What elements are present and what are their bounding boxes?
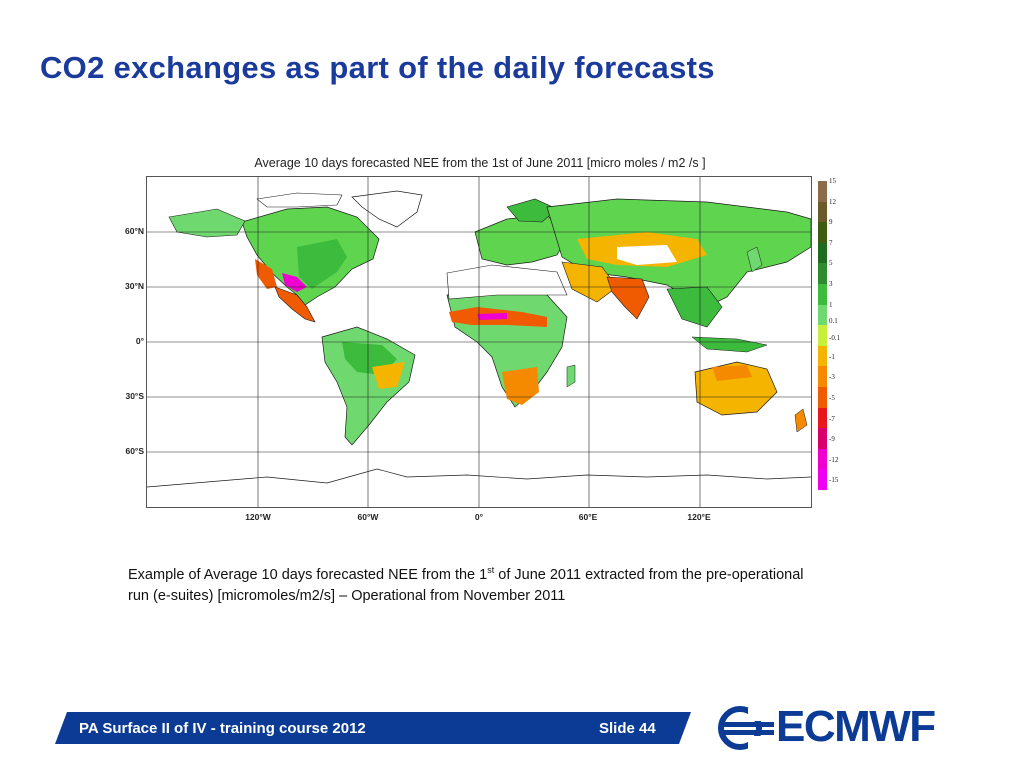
middle-east xyxy=(561,261,618,303)
mongolia-desert xyxy=(617,245,677,265)
colorbar-swatch xyxy=(818,242,827,264)
map-svg xyxy=(147,177,811,507)
africa-south xyxy=(502,367,539,405)
lon-label-120w: 120°W xyxy=(245,512,271,522)
caption-part1: Example of Average 10 days forecasted NE… xyxy=(128,566,488,583)
colorbar-label: -5 xyxy=(829,394,835,402)
colorbar-label: 1 xyxy=(829,300,833,309)
japan xyxy=(746,246,763,273)
ecmwf-logo-mark xyxy=(718,706,774,750)
colorbar-label: -9 xyxy=(829,435,835,444)
logo-text: ECMWF xyxy=(776,702,936,751)
colorbar-label: -0.1 xyxy=(829,333,841,342)
colorbar-label: -7 xyxy=(829,414,835,423)
footer-course: PA Surface II of IV - training course 20… xyxy=(79,720,366,737)
colorbar-label: 0.1 xyxy=(829,317,838,326)
sahara xyxy=(446,264,568,300)
colorbar-swatch xyxy=(818,469,827,490)
north-america-west xyxy=(255,259,277,289)
footer-slide-number: Slide 44 xyxy=(599,720,656,737)
arctic-islands xyxy=(256,192,343,208)
lat-label-30n: 30°N xyxy=(125,281,144,291)
sahel-peak xyxy=(477,313,507,320)
madagascar xyxy=(566,364,576,388)
colorbar-label: 9 xyxy=(829,218,833,227)
caption: Example of Average 10 days forecasted NE… xyxy=(128,560,828,607)
colorbar-swatch xyxy=(818,283,827,305)
lon-label-0: 0° xyxy=(474,512,484,522)
colorbar-swatch xyxy=(818,448,827,470)
colorbar-swatch xyxy=(818,304,827,326)
caption-sup: st xyxy=(487,565,495,575)
indonesia xyxy=(691,336,768,353)
greenland xyxy=(351,190,423,228)
caption-part2: of June 2011 extracted from the pre-oper… xyxy=(128,566,804,604)
footer-bar: PA Surface II of IV - training course 20… xyxy=(55,712,691,744)
colorbar-label: -3 xyxy=(829,373,835,382)
new-zealand xyxy=(794,408,808,433)
colorbar-swatch xyxy=(818,222,827,243)
lat-label-30s: 30°S xyxy=(125,391,144,401)
colorbar-swatch xyxy=(818,386,827,408)
southeast-asia xyxy=(666,286,723,328)
lat-label-60n: 60°N xyxy=(125,226,144,236)
colorbar-label: -1 xyxy=(829,352,835,361)
india xyxy=(606,276,650,320)
lon-label-60e: 60°E xyxy=(578,512,598,522)
colorbar-swatch xyxy=(818,181,827,202)
slide-title: CO2 exchanges as part of the daily forec… xyxy=(40,50,715,85)
australia-north xyxy=(712,365,752,381)
lat-label-60s: 60°S xyxy=(125,446,144,456)
colorbar-swatch xyxy=(818,366,827,387)
ecmwf-logo: ECMWF xyxy=(718,702,958,751)
colorbar-label: -12 xyxy=(829,455,839,464)
colorbar-swatch xyxy=(818,263,827,284)
colorbar-swatch xyxy=(818,407,827,429)
colorbar xyxy=(818,181,827,490)
north-america-south xyxy=(274,286,316,323)
map-title: Average 10 days forecasted NEE from the … xyxy=(254,156,706,170)
lat-label-0: 0° xyxy=(135,336,144,346)
colorbar-label: 3 xyxy=(829,280,833,288)
colorbar-label: 15 xyxy=(829,177,836,185)
colorbar-swatch xyxy=(818,201,827,223)
colorbar-swatch xyxy=(818,325,827,346)
alaska xyxy=(168,208,246,238)
south-america-dry xyxy=(372,362,405,389)
lon-label-60w: 60°W xyxy=(357,512,379,522)
colorbar-label: 5 xyxy=(829,259,833,268)
colorbar-label: -15 xyxy=(829,476,839,485)
world-map xyxy=(146,176,812,508)
land-layer xyxy=(147,190,811,488)
graticule xyxy=(147,177,811,507)
antarctica-coast xyxy=(147,468,811,488)
north-america-east xyxy=(297,239,347,289)
colorbar-swatch xyxy=(818,345,827,367)
lon-label-120e: 120°E xyxy=(687,512,711,522)
colorbar-swatch xyxy=(818,428,827,449)
colorbar-label: 7 xyxy=(829,238,833,247)
colorbar-label: 12 xyxy=(829,197,836,206)
